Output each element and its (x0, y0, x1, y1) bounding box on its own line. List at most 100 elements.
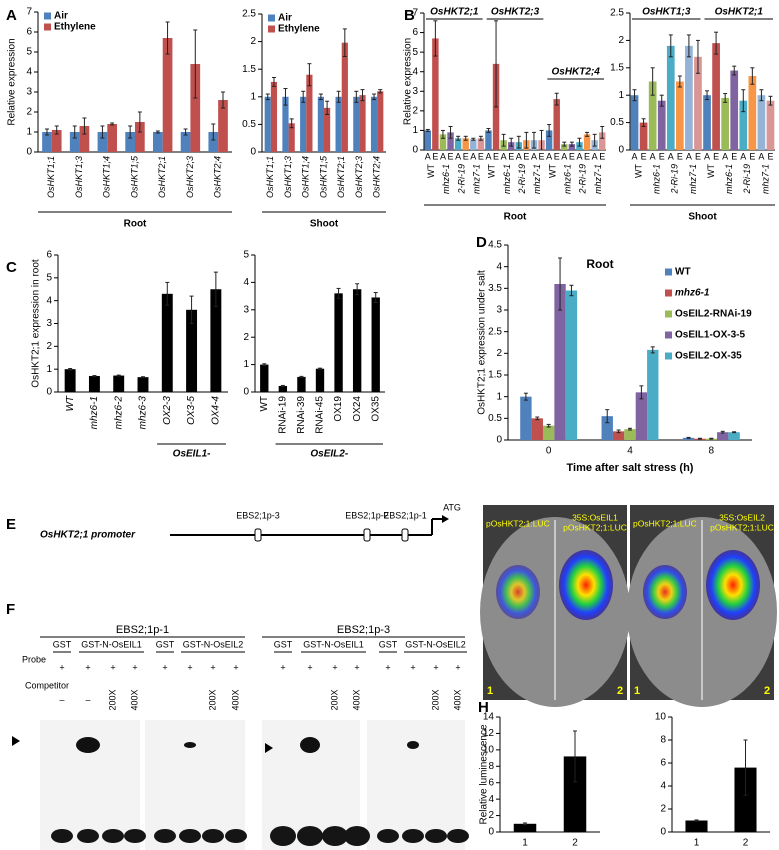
x-tick-label: OsHKT1;5 (318, 155, 328, 198)
bar (598, 132, 606, 150)
y-tick-label: 3 (412, 86, 418, 97)
bar (190, 64, 201, 152)
bar (685, 45, 693, 150)
x-tick-label: OsHKT1;3 (74, 156, 84, 198)
bar (439, 134, 447, 150)
legend-swatch (665, 331, 672, 339)
y-tick-label: 4 (488, 794, 494, 805)
gene-label: OsHKT2;4 (551, 67, 600, 78)
bar (682, 437, 695, 440)
bar (470, 139, 477, 150)
bar (107, 124, 117, 152)
free-probe-band (322, 826, 348, 846)
y-tick-label: 10 (483, 744, 495, 755)
y-tick-label: 5 (46, 272, 52, 283)
site-label: EBS2;1p-3 (236, 510, 280, 520)
error-bar (325, 100, 330, 115)
genotype-label: mhz7-1 (760, 164, 770, 194)
panel-label: A (6, 7, 17, 24)
y-tick-label: 0 (26, 147, 32, 158)
error-bar (686, 436, 691, 439)
y-tick-label: 2.5 (242, 9, 256, 20)
error-bar (732, 65, 737, 76)
competitor-mark: 400X (452, 689, 462, 710)
error-bar (463, 135, 468, 141)
y-tick-label: 0 (412, 145, 418, 156)
lane-group: GST (156, 639, 175, 649)
y-tick-label: 2 (250, 36, 256, 47)
x-tick-label: OsHKT1;4 (301, 156, 311, 198)
x-tick-label: E (677, 151, 683, 161)
bar (554, 284, 566, 440)
bar (432, 38, 439, 150)
y-tick-label: 2 (496, 348, 502, 359)
x-tick-label: E (659, 151, 665, 161)
free-probe-band (297, 826, 323, 846)
free-probe-band (179, 829, 201, 843)
construct-label: pOsHKT2;1:LUC (633, 518, 697, 528)
y-tick-label: 5 (412, 47, 418, 58)
free-probe-band (154, 829, 176, 843)
error-bar (301, 90, 306, 103)
y-tick-label: 1 (26, 127, 32, 138)
bar (657, 100, 666, 150)
genotype-label: WT (633, 164, 643, 178)
bar (694, 56, 702, 151)
error-bar (554, 92, 559, 106)
probe-mark: + (455, 662, 460, 672)
error-bar (535, 416, 540, 421)
error-bar (585, 131, 590, 137)
bar (42, 132, 52, 152)
bar (162, 38, 173, 152)
error-bar (307, 63, 312, 87)
genotype-label: mhz7-1 (688, 164, 698, 194)
binding-site (363, 528, 371, 542)
error-bar (547, 124, 552, 137)
bar (739, 100, 748, 150)
y-tick-label: 2 (618, 35, 624, 46)
error-bar (573, 730, 577, 783)
error-bar (686, 34, 691, 58)
construct-label: pOsHKT2;1:LUC (710, 522, 774, 532)
bar (462, 138, 469, 150)
error-bar (569, 141, 574, 147)
y-tick-label: 0 (660, 827, 666, 838)
legend-swatch (665, 268, 672, 276)
legend-label: Ethylene (278, 24, 320, 35)
x-tick-label: E (478, 151, 484, 161)
panel-label: B (404, 7, 415, 24)
genotype-label: mhz6-1 (502, 164, 512, 194)
y-tick-label: 0 (46, 387, 52, 398)
error-bar (211, 123, 216, 141)
construct-label: 35S:OsEIL1 (572, 512, 618, 522)
row-label: Competitor (25, 680, 69, 690)
bar (186, 309, 198, 392)
error-bar (165, 21, 170, 55)
free-probe-band (124, 829, 146, 843)
bar (113, 375, 125, 392)
bar (359, 95, 366, 152)
error-bar (741, 89, 746, 113)
chart-title: Root (586, 257, 613, 271)
construct-label: pOsHKT2;1:LUC (486, 518, 550, 528)
x-tick-label: A (470, 151, 476, 161)
y-tick-label: 4.5 (488, 240, 502, 251)
error-bar (128, 125, 133, 139)
x-tick-label: WT (65, 395, 76, 411)
bar (324, 107, 331, 152)
bar (370, 96, 378, 152)
genotype-label: mhz7-1 (593, 164, 603, 194)
genotype-label: WT (487, 164, 497, 178)
legend-swatch (268, 14, 275, 22)
error-bar (336, 287, 341, 299)
error-bar (265, 93, 270, 101)
bar (51, 130, 62, 152)
error-bar (632, 89, 637, 102)
x-tick-label: A (546, 151, 552, 161)
x-tick-label: OsHKT2;3 (185, 156, 195, 198)
probe-mark: + (354, 662, 359, 672)
shifted-band (184, 742, 196, 748)
x-tick-label: RNAi-45 (315, 396, 326, 434)
y-tick-label: 1.5 (242, 64, 256, 75)
error-bar (378, 89, 383, 94)
